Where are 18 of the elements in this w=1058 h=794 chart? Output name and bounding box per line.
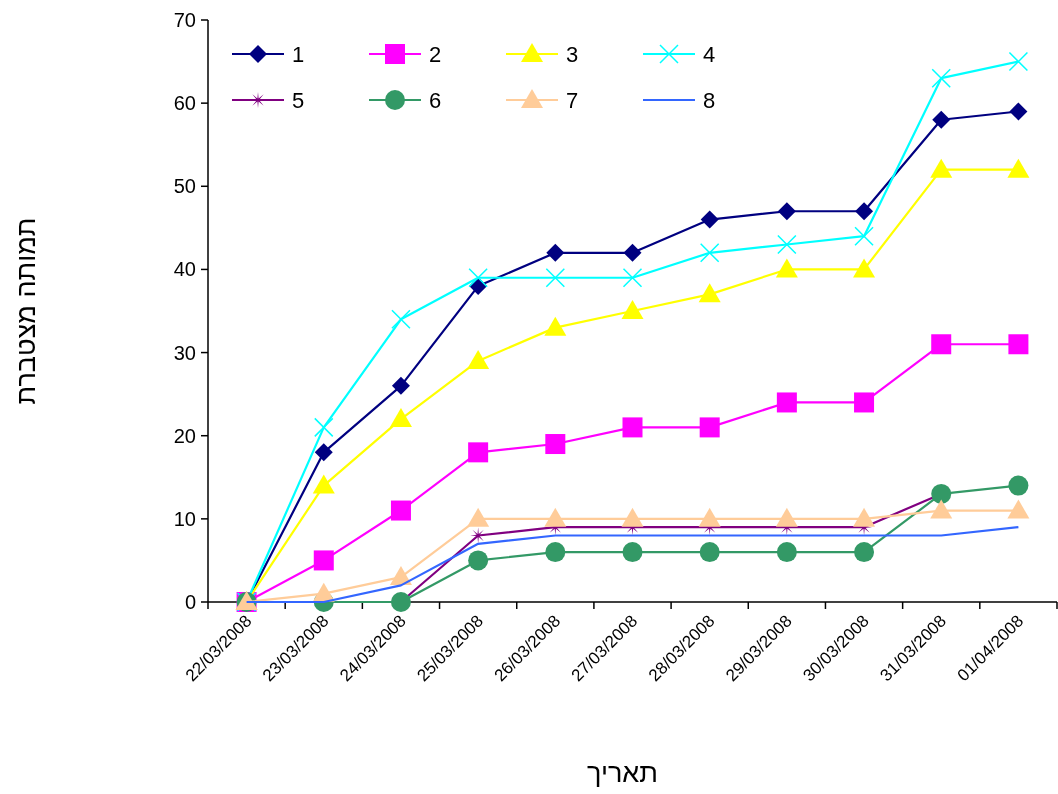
y-axis-title: תמותה מצטברת	[11, 217, 41, 405]
legend-label: 4	[703, 42, 716, 67]
legend-label: 8	[703, 88, 716, 113]
legend-label: 7	[566, 88, 579, 113]
y-tick-label: 30	[173, 341, 196, 364]
legend-label: 5	[292, 88, 305, 113]
y-tick-label: 10	[173, 507, 196, 530]
y-tick-label: 70	[173, 9, 196, 31]
legend-label: 1	[292, 42, 305, 67]
y-tick-label: 0	[184, 591, 196, 613]
y-tick-label: 60	[173, 92, 196, 115]
y-tick-label: 50	[173, 175, 196, 198]
y-tick-label: 20	[173, 424, 196, 447]
legend-label: 2	[429, 42, 442, 67]
legend-label: 6	[429, 88, 442, 113]
x-axis-title: תאריך	[587, 758, 658, 788]
y-tick-label: 40	[173, 258, 196, 281]
legend-label: 3	[566, 42, 579, 67]
